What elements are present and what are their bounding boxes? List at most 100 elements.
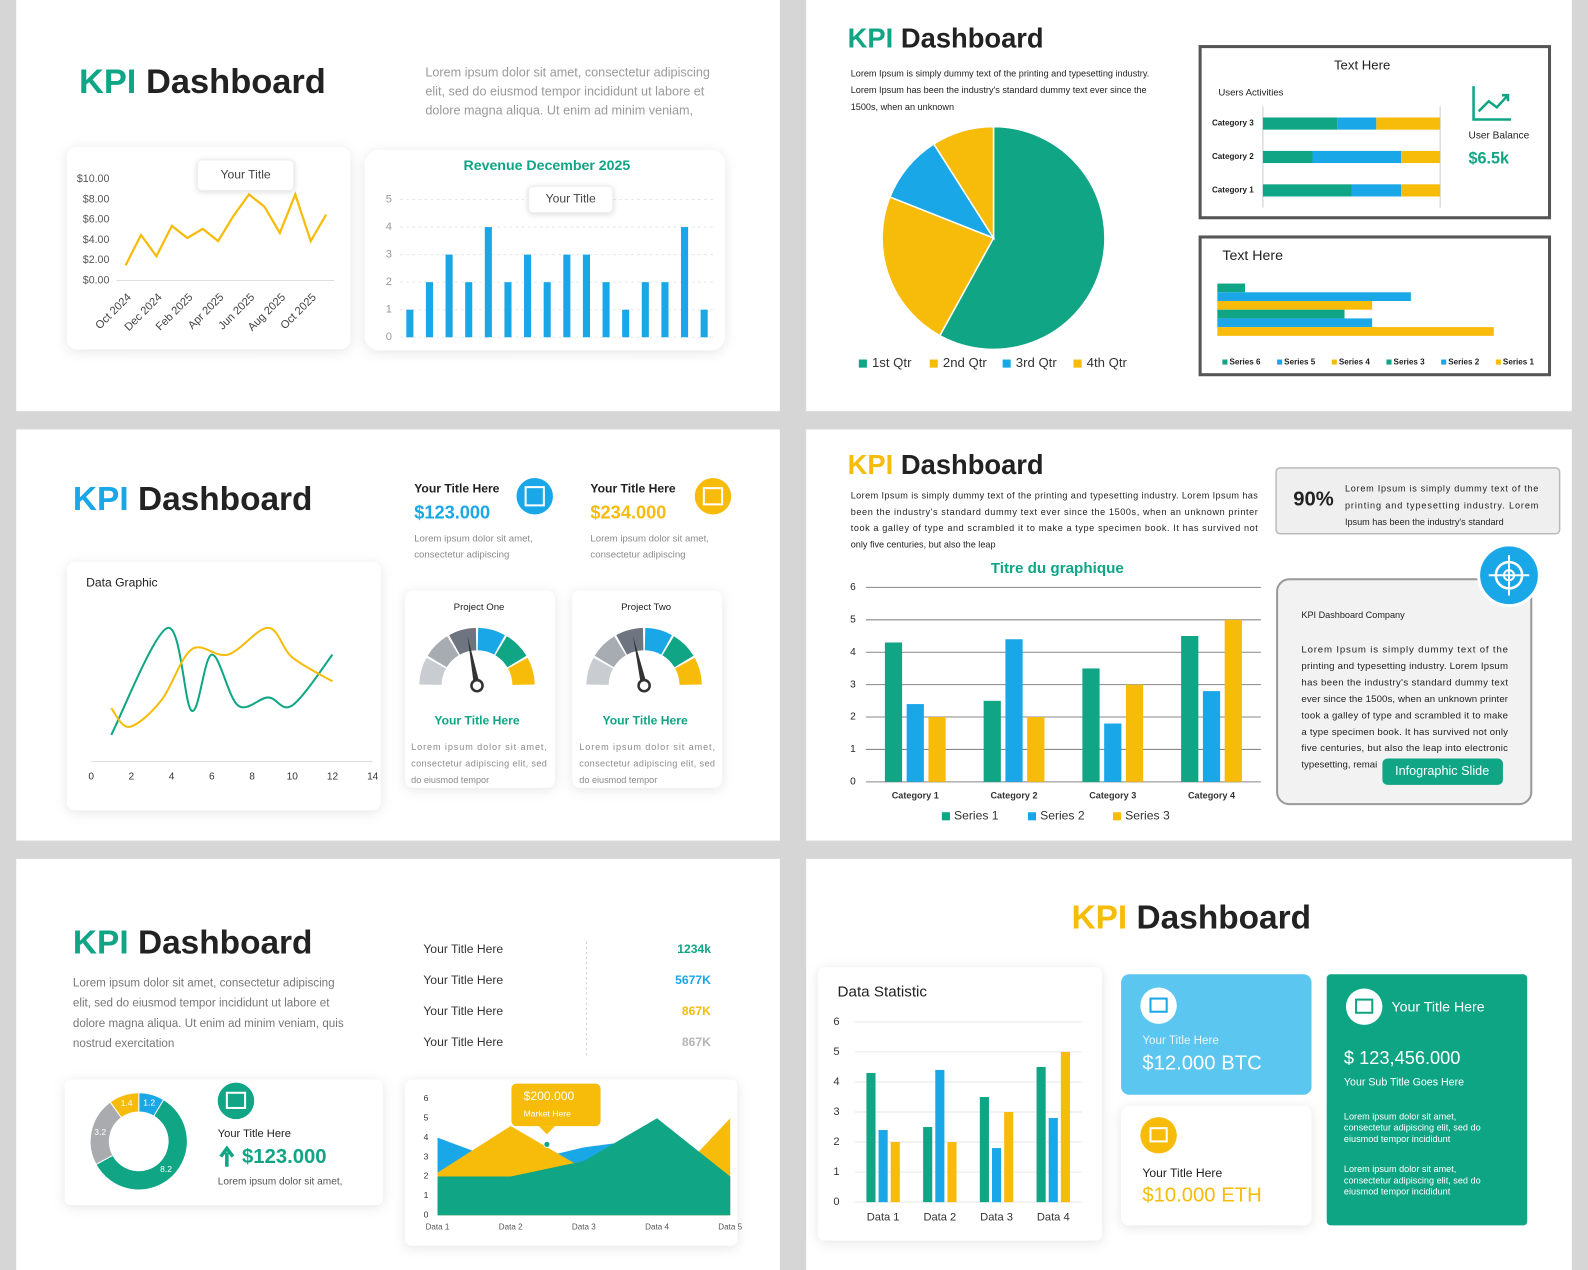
card-title: Your Title Here (590, 481, 675, 495)
balance-value: $6.5k (1468, 149, 1510, 167)
list-label: Your Title Here (423, 1035, 503, 1049)
card-text: took a galley of type and scrambled it t… (1301, 710, 1508, 721)
dashboard-title: Dashboard (138, 925, 313, 962)
trend-icon (1472, 86, 1512, 121)
legend-swatch (1441, 359, 1447, 365)
x-tick-label: Category 4 (1188, 790, 1236, 800)
gauge-segment (594, 636, 626, 668)
bar (1217, 292, 1411, 301)
data-label: 3.2 (94, 1127, 106, 1137)
icon (694, 478, 732, 515)
bar-segment (1351, 184, 1402, 197)
chart-title: Titre du graphique (991, 560, 1124, 577)
bar (866, 1072, 876, 1203)
card-text: a type specimen book. It has survived no… (1301, 727, 1508, 738)
y-tick-label: $10.00 (77, 173, 110, 185)
card-title: Your Title Here (218, 1128, 291, 1140)
icon (1140, 1117, 1177, 1154)
bar (983, 700, 1001, 782)
bar (1005, 639, 1023, 782)
bar (947, 1142, 957, 1203)
x-tick-label: Data 1 (867, 1211, 900, 1223)
legend-swatch (941, 812, 950, 821)
bar-segment (1262, 184, 1352, 197)
y-tick-label: 3 (386, 249, 392, 261)
x-tick-label: Data 5 (718, 1223, 742, 1232)
card-text: consectetur adipiscing (414, 550, 509, 561)
legend-label: Series 1 (954, 808, 999, 822)
dashboard-title: Dashboard (901, 23, 1044, 54)
button[interactable] (1382, 758, 1503, 785)
x-tick-label: Data 1 (426, 1223, 450, 1232)
x-tick-label: Category 3 (1089, 790, 1136, 800)
y-tick-label: 4 (424, 1132, 429, 1142)
x-tick-label: Data 3 (980, 1211, 1013, 1223)
y-tick-label: 4 (386, 221, 392, 233)
bar (1104, 723, 1122, 782)
annotation-box (196, 159, 295, 191)
chart-title: Text Here (1222, 248, 1283, 264)
stat-box (1275, 467, 1561, 535)
bar (406, 309, 414, 338)
y-tick-label: 1 (386, 304, 392, 316)
icon (1345, 988, 1383, 1025)
card-text: Lorem Ipsum is simply dummy text of the (1301, 645, 1508, 656)
paragraph: Lorem ipsum dolor sit amet, consectetur … (425, 65, 710, 79)
bar (1224, 619, 1242, 782)
category-label: Category 1 (1212, 186, 1254, 195)
kpi-word: KPI (848, 449, 894, 480)
legend-swatch (1002, 359, 1011, 368)
card-value: $ 123,456.000 (1344, 1048, 1461, 1068)
gauge-segment (644, 627, 672, 655)
card-text: eiusmod tempor incididunt (1344, 1186, 1451, 1196)
gauge-segment (427, 636, 459, 668)
y-tick-label: $4.00 (83, 234, 110, 246)
dashboard-title: Dashboard (1137, 899, 1312, 936)
x-tick-label: Data 2 (499, 1223, 523, 1232)
card-value: $123.000 (242, 1146, 326, 1168)
y-tick-label: 0 (386, 331, 392, 343)
paragraph: 1500s, when an unknown (851, 102, 954, 112)
gauge-segment (495, 636, 527, 668)
x-tick-label: 8 (249, 771, 255, 782)
y-tick-label: 2 (850, 712, 856, 723)
legend-label: Series 6 (1229, 358, 1261, 367)
gauge-heading: Your Title Here (434, 713, 519, 727)
main-card (1326, 974, 1528, 1226)
y-tick-label: $8.00 (83, 193, 110, 205)
legend-label: Series 2 (1448, 358, 1480, 367)
bar-segment (1262, 117, 1338, 130)
paragraph: been the industry's standard dummy text … (851, 507, 1258, 517)
gauge-segment (616, 627, 644, 655)
annotation: Market Here (524, 1108, 571, 1118)
y-tick-label: 6 (850, 582, 856, 593)
legend-label: 3rd Qtr (1016, 355, 1058, 370)
bar (1217, 318, 1373, 328)
y-tick-label: 1 (850, 744, 856, 755)
list-value: 5677K (675, 973, 711, 987)
gauge-needle (467, 635, 480, 687)
icon-glyph (1355, 998, 1374, 1014)
x-tick-label: Data 2 (923, 1211, 956, 1223)
list-value: 867K (682, 1004, 711, 1018)
y-tick-label: $2.00 (83, 254, 110, 266)
x-tick-label: 2 (129, 771, 135, 782)
bar (425, 282, 434, 338)
paragraph: Lorem Ipsum is simply dummy text of the … (851, 68, 1150, 78)
bar (1027, 717, 1045, 782)
bar (563, 254, 571, 338)
paragraph: only five centuries, but also the leap (851, 539, 996, 549)
bar-segment (1376, 117, 1441, 130)
paragraph: took a galley of type and scrambled it t… (851, 523, 1259, 533)
bar (543, 282, 551, 338)
chart-subtitle: Users Activities (1218, 88, 1283, 99)
bar (1082, 668, 1100, 782)
y-tick-label: 0 (850, 777, 856, 788)
legend-label: Series 5 (1284, 358, 1316, 367)
list-value: 1234k (677, 942, 711, 956)
card-text: Lorem ipsum dolor sit amet, (1344, 1111, 1456, 1121)
target-cross (1488, 554, 1530, 596)
bar-segment (1337, 117, 1377, 130)
legend-swatch (1331, 359, 1337, 365)
kpi-word: KPI (79, 63, 136, 101)
